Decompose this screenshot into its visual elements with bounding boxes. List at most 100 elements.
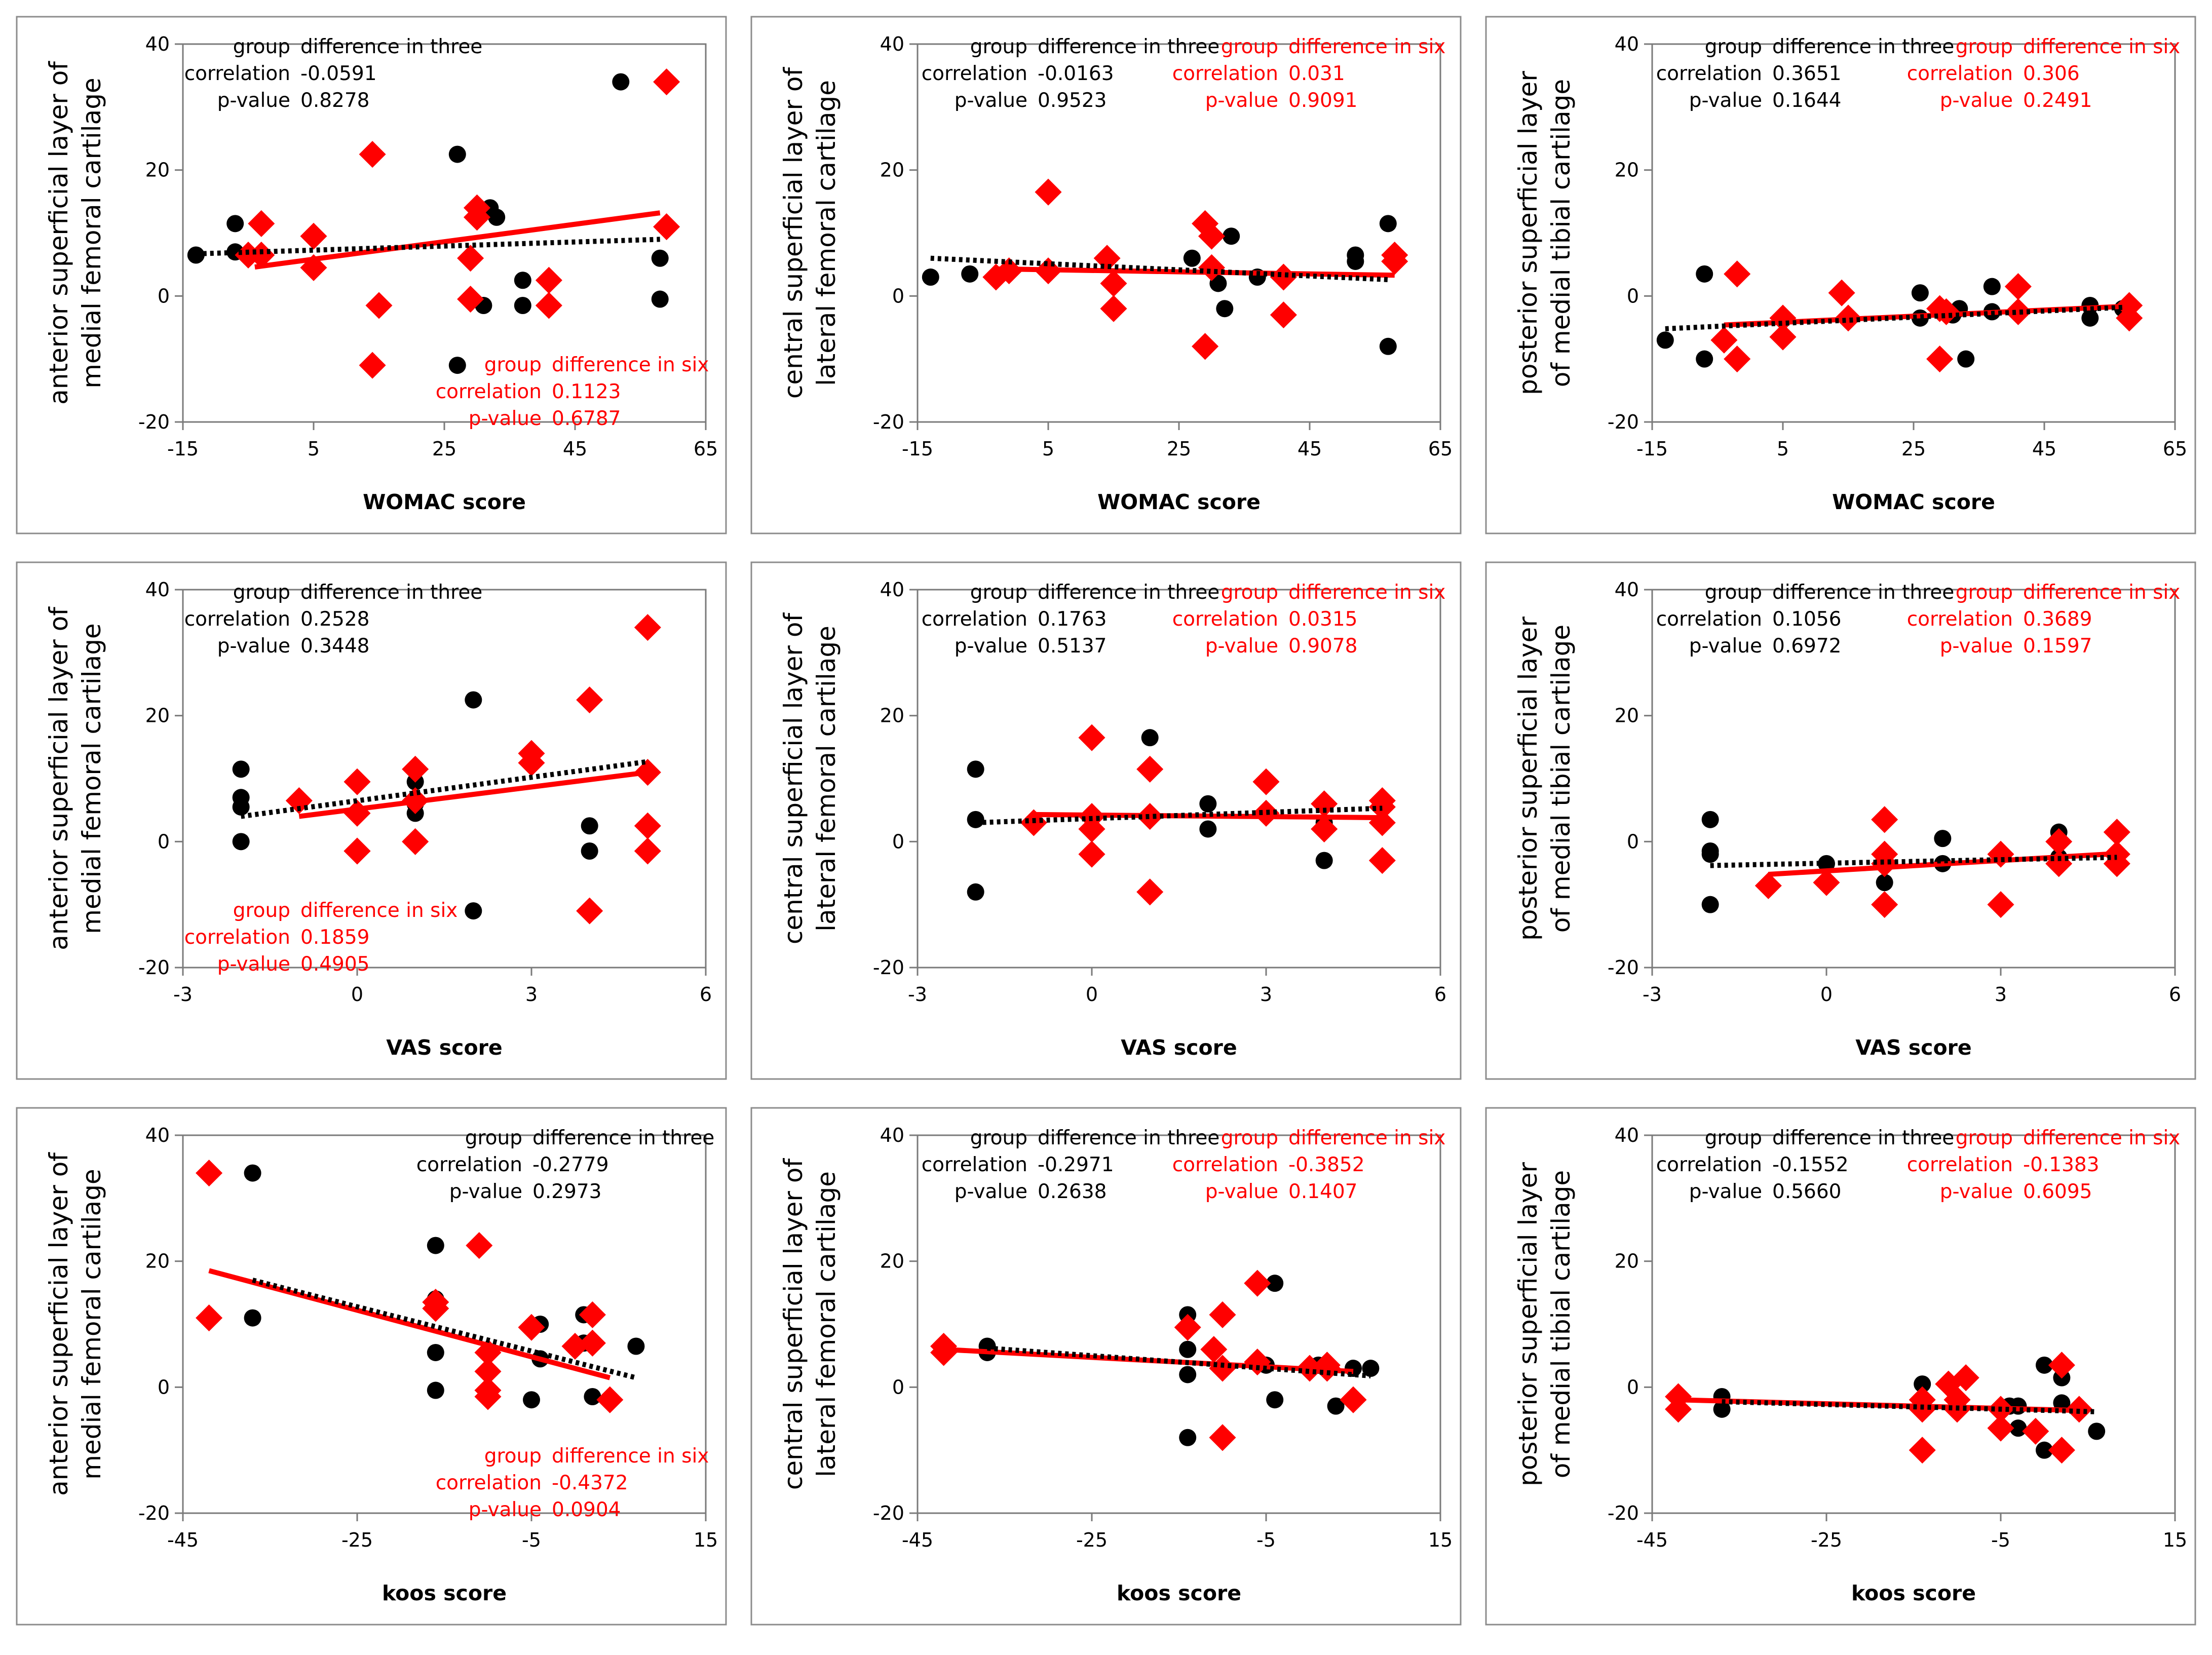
- legend-label: p-value: [217, 953, 290, 976]
- legend-label: correlation: [184, 926, 290, 949]
- point-three: [1701, 845, 1719, 863]
- fit-line-six: [254, 210, 661, 270]
- legend-value: difference in six: [1288, 581, 1445, 604]
- point-six: [1174, 1314, 1201, 1341]
- y-tick-label: -20: [873, 411, 904, 433]
- x-tick-label: -3: [1643, 983, 1662, 1006]
- point-six: [535, 266, 562, 294]
- point-three: [2036, 1356, 2053, 1374]
- legend-label: p-value: [1940, 89, 2013, 112]
- point-six: [466, 1232, 493, 1259]
- y-tick-label: 40: [1615, 579, 1639, 601]
- x-tick-label: 0: [351, 983, 363, 1006]
- point-six: [518, 749, 545, 777]
- x-tick-label: 45: [563, 438, 587, 460]
- legend-value: difference in six: [552, 1445, 709, 1468]
- y-axis-label: posterior superficial layer: [1513, 71, 1543, 395]
- legend-value: 0.6972: [1772, 635, 1841, 658]
- legend-label: correlation: [1907, 608, 2013, 631]
- y-axis-label: lateral femoral cartilage: [812, 626, 841, 932]
- y-tick-label: 0: [1627, 830, 1639, 853]
- y-tick-label: 0: [158, 830, 170, 853]
- panel-frame: [1485, 16, 2196, 534]
- point-six: [365, 292, 393, 319]
- point-six: [474, 1358, 502, 1385]
- legend-value: 0.1859: [300, 926, 369, 949]
- y-tick-label: 20: [145, 159, 170, 181]
- point-six: [576, 897, 603, 925]
- point-six: [402, 828, 429, 855]
- point-six: [2048, 1352, 2075, 1379]
- y-tick-label: 40: [145, 33, 170, 55]
- point-three: [1696, 350, 1713, 368]
- x-axis-label: WOMAC score: [363, 490, 526, 514]
- legend-label: group: [1221, 35, 1278, 58]
- x-tick-label: -45: [167, 1529, 199, 1551]
- point-six: [1136, 878, 1164, 906]
- point-six: [1078, 815, 1105, 842]
- legend-three: group difference in three correlation 0.252…: [184, 581, 483, 658]
- x-tick-label: 3: [1995, 983, 2007, 1006]
- panel-frame: [16, 16, 727, 534]
- y-axis-label: of medial tibial cartilage: [1546, 1170, 1576, 1478]
- legend-label: group: [1705, 581, 1762, 604]
- point-six: [402, 755, 429, 783]
- point-six: [1035, 178, 1062, 206]
- y-tick-label: -20: [873, 1502, 904, 1524]
- point-three: [581, 842, 598, 860]
- legend-value: 0.3651: [1772, 62, 1841, 85]
- legend-label: p-value: [449, 1180, 522, 1203]
- legend-value: 0.6787: [552, 407, 621, 430]
- x-tick-label: -45: [1636, 1529, 1668, 1551]
- y-axis-label: lateral femoral cartilage: [812, 80, 841, 386]
- fit-line-three: [240, 759, 649, 819]
- panel-frame: [16, 1107, 727, 1626]
- legend-label: p-value: [217, 89, 290, 112]
- point-three: [1934, 830, 1952, 848]
- point-six: [634, 812, 661, 839]
- point-three: [2081, 309, 2099, 327]
- point-six: [576, 686, 603, 714]
- legend-three: group difference in three correlation -0.01…: [922, 35, 1220, 112]
- y-tick-label: 40: [1615, 1124, 1639, 1146]
- legend-value: -0.2779: [532, 1153, 609, 1176]
- point-three: [523, 1391, 540, 1409]
- x-tick-label: 45: [2032, 438, 2056, 460]
- point-three: [232, 760, 250, 778]
- legend-value: difference in three: [1772, 35, 1954, 58]
- x-tick-label: 0: [1086, 983, 1098, 1006]
- legend-value: -0.2971: [1038, 1153, 1114, 1176]
- point-three: [448, 145, 466, 163]
- point-six: [1871, 806, 1898, 833]
- point-three: [651, 290, 669, 308]
- y-tick-label: 20: [145, 705, 170, 727]
- y-tick-label: 0: [158, 285, 170, 307]
- point-three: [2053, 1394, 2071, 1412]
- point-six: [1200, 1336, 1228, 1363]
- point-six: [579, 1301, 606, 1328]
- y-tick-label: 0: [892, 830, 904, 853]
- point-six: [344, 768, 371, 795]
- y-tick-label: 40: [145, 579, 170, 601]
- legend-value: 0.2638: [1038, 1180, 1107, 1203]
- legend-value: difference in six: [300, 899, 457, 922]
- y-axis-label: medial femoral cartilage: [77, 78, 106, 388]
- point-six: [463, 204, 491, 231]
- legend-value: -0.3852: [1288, 1153, 1365, 1176]
- x-tick-label: 3: [1260, 983, 1272, 1006]
- point-six: [1270, 301, 1297, 329]
- legend-label: correlation: [1656, 62, 1762, 85]
- legend-value: 0.5137: [1038, 635, 1107, 658]
- y-tick-label: -20: [138, 956, 170, 979]
- y-tick-label: -20: [1608, 411, 1639, 433]
- y-tick-label: 0: [892, 285, 904, 307]
- fit-line-six: [298, 769, 648, 819]
- y-axis-label: of medial tibial cartilage: [1546, 79, 1576, 387]
- point-six: [1368, 793, 1396, 821]
- y-axis-label: lateral femoral cartilage: [812, 1171, 841, 1477]
- y-tick-label: 20: [1615, 705, 1639, 727]
- point-six: [634, 614, 661, 641]
- point-three: [1957, 350, 1975, 368]
- x-tick-label: -3: [908, 983, 927, 1006]
- legend-value: difference in six: [1288, 35, 1445, 58]
